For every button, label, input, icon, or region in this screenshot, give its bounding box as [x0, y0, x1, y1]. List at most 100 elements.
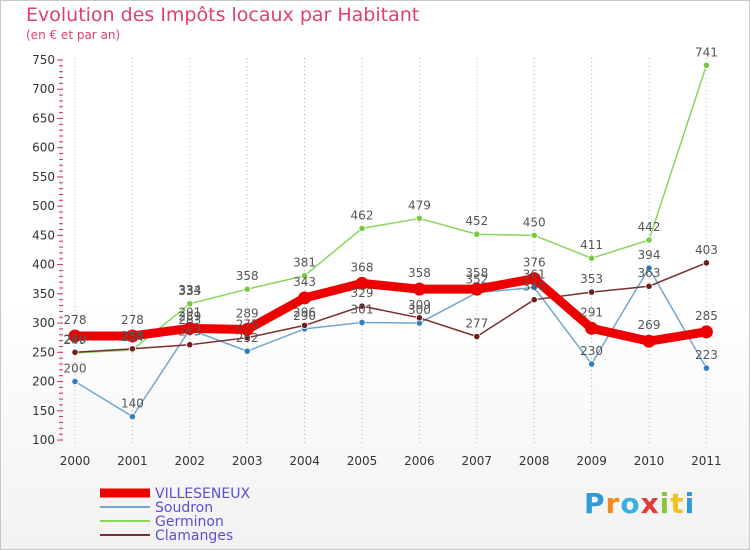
data-point [300, 272, 309, 280]
data-label: 450 [523, 215, 546, 229]
y-tick-label: 400 [32, 258, 55, 272]
data-point [71, 377, 79, 386]
data-label: 278 [64, 313, 87, 327]
data-label: 140 [121, 397, 144, 411]
data-point [702, 364, 711, 372]
y-tick-label: 300 [32, 316, 55, 330]
data-label: 309 [408, 298, 431, 312]
data-label: 277 [465, 317, 488, 331]
data-label: 411 [580, 238, 603, 252]
data-label: 223 [695, 348, 718, 362]
grid [74, 58, 707, 445]
data-label: 329 [351, 286, 374, 300]
y-tick-label: 600 [32, 141, 55, 155]
data-point [699, 325, 713, 339]
data-label: 741 [695, 45, 718, 59]
logo-letter: o [620, 487, 641, 520]
data-label: 250 [64, 332, 87, 346]
y-tick-label: 700 [32, 82, 55, 96]
data-label: 289 [178, 310, 201, 324]
data-label: 353 [580, 272, 603, 286]
data-label: 300 [408, 303, 431, 317]
data-label: 285 [695, 309, 718, 323]
data-point [642, 334, 656, 348]
y-tick-label: 200 [32, 375, 55, 389]
x-tick-label: 2005 [347, 454, 378, 468]
data-label: 269 [638, 318, 661, 332]
data-label: 358 [408, 266, 431, 280]
x-tick-label: 2010 [634, 454, 665, 468]
series-line-germinon [74, 64, 708, 354]
data-point [587, 288, 596, 296]
x-tick-label: 2001 [117, 454, 148, 468]
chart-title: Evolution des Impôts locaux par Habitant [26, 4, 420, 26]
data-point [71, 348, 79, 356]
data-point [470, 282, 484, 296]
data-label: 340 [523, 280, 546, 294]
data-label: 452 [465, 214, 488, 228]
data-point [415, 314, 423, 322]
data-label: 256 [121, 329, 144, 343]
data-label: 358 [465, 266, 488, 280]
data-label: 301 [351, 302, 374, 316]
data-label: 462 [351, 208, 374, 222]
data-label: 394 [638, 248, 661, 262]
logo-letter: i [659, 487, 671, 520]
x-tick-label: 2011 [691, 454, 722, 468]
data-labels: 249 254 333 358 381 462 479 452 450 411 442 741 200 1… [64, 45, 718, 410]
data-label: 275 [236, 318, 259, 332]
data-point [243, 347, 251, 355]
data-point [473, 332, 481, 341]
data-point [358, 224, 366, 232]
series-line-clamanges [74, 262, 708, 354]
data-point [645, 264, 653, 272]
y-tick-label: 500 [32, 199, 55, 213]
logo-letter: x [640, 487, 660, 520]
chart-subtitle: (en € et par an) [26, 28, 121, 42]
y-tick-label: 450 [32, 228, 55, 242]
data-label: 479 [408, 198, 431, 212]
data-label: 289 [236, 307, 259, 321]
legend-label: Soudron [155, 500, 213, 516]
data-label: 249 [64, 333, 87, 347]
data-point [68, 329, 82, 343]
y-tick-label: 550 [32, 170, 55, 184]
data-point [186, 300, 194, 308]
data-label: 290 [293, 309, 316, 323]
x-tick-label: 2004 [289, 454, 320, 468]
data-point [240, 323, 254, 337]
data-label: 296 [293, 305, 316, 319]
data-point [527, 272, 541, 286]
data-point [530, 296, 538, 304]
data-point [128, 413, 136, 421]
data-point [355, 276, 369, 290]
legend-label: VILLESENEUX [155, 486, 250, 502]
data-label: 230 [580, 344, 603, 358]
y-tick-label: 150 [32, 404, 55, 418]
data-point [186, 341, 194, 349]
data-label: 442 [638, 220, 661, 234]
data-label: 381 [293, 256, 316, 270]
data-label: 376 [523, 256, 546, 270]
x-tick-label: 2006 [404, 454, 435, 468]
x-tick-label: 2007 [462, 454, 493, 468]
data-label: 368 [351, 260, 374, 274]
logo-letter: t [670, 487, 685, 520]
x-tick-label: 2000 [60, 454, 91, 468]
logo-letter: r [605, 487, 621, 520]
data-point [183, 321, 197, 335]
data-point [298, 291, 312, 305]
data-point [587, 254, 596, 262]
data-label: 403 [695, 243, 718, 257]
y-tick-label: 250 [32, 345, 55, 359]
data-label: 200 [64, 362, 87, 376]
data-point [587, 360, 596, 368]
data-label: 278 [121, 313, 144, 327]
x-tick-label: 2009 [576, 454, 607, 468]
data-label: 361 [523, 267, 546, 281]
data-point [645, 282, 653, 290]
data-point [358, 318, 366, 327]
